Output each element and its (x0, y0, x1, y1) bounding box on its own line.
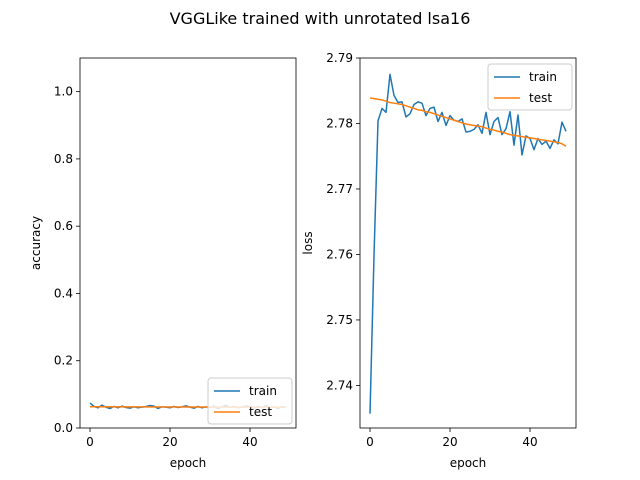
legend-label-train: train (249, 384, 277, 398)
accuracy-subplot: 0 20 40 0.0 0.2 0.4 0.6 0.8 1.0 epoch accuracy trai… (29, 57, 297, 470)
y-tick-label: 2.76 (326, 247, 353, 261)
legend-label-test: test (249, 405, 272, 419)
x-tick-label: 20 (442, 435, 457, 449)
y-tick-label: 0.4 (54, 286, 73, 300)
y-tick-label: 1.0 (54, 85, 73, 99)
y-tick-label: 0.8 (54, 152, 73, 166)
axes-frame (359, 57, 577, 429)
figure-title: VGGLike trained with unrotated lsa16 (170, 9, 471, 28)
y-tick-label: 0.0 (54, 421, 73, 435)
loss-subplot: 0 20 40 2.74 2.75 2.76 2.77 2.78 2.79 epoch loss tr… (301, 51, 577, 470)
series-line-train (369, 73, 567, 414)
y-tick-label: 2.74 (326, 378, 353, 392)
x-tick-label: 40 (242, 435, 257, 449)
y-tick-label: 0.2 (54, 354, 73, 368)
y-tick-label: 2.79 (326, 51, 353, 65)
y-tick-label: 2.78 (326, 116, 353, 130)
x-axis-label: epoch (170, 456, 207, 470)
x-tick-label: 40 (522, 435, 537, 449)
y-axis-label: accuracy (29, 216, 43, 270)
y-tick-label: 0.6 (54, 219, 73, 233)
legend-label-test: test (529, 91, 552, 105)
x-axis-label: epoch (450, 456, 487, 470)
y-axis-label: loss (301, 231, 315, 254)
x-tick-label: 0 (86, 435, 94, 449)
x-tick-label: 20 (162, 435, 177, 449)
y-tick-label: 2.77 (326, 182, 353, 196)
y-tick-label: 2.75 (326, 313, 353, 327)
legend: train test (207, 377, 293, 425)
series-line-test (369, 97, 567, 148)
axes-frame (79, 57, 297, 429)
x-tick-label: 0 (366, 435, 374, 449)
legend-label-train: train (529, 70, 557, 84)
legend: train test (487, 63, 573, 111)
